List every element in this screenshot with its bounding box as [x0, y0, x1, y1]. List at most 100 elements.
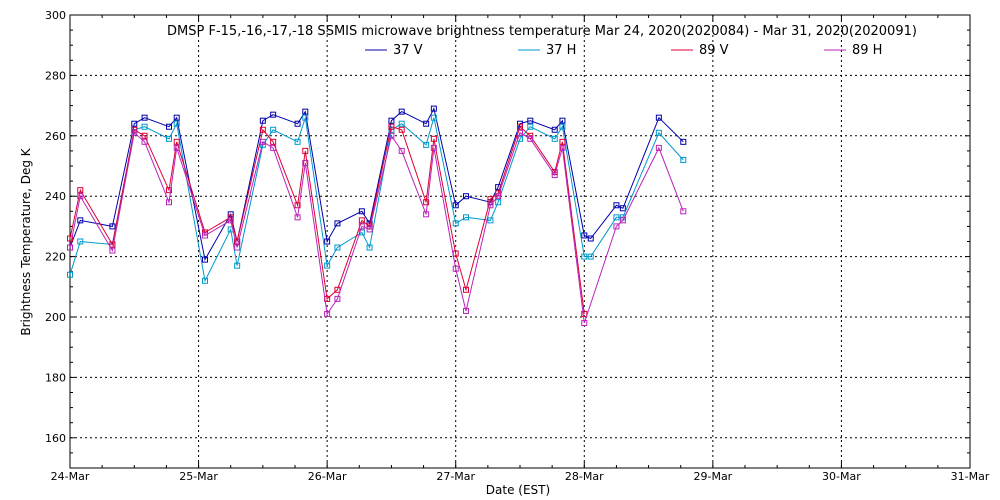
data-point-37-v	[388, 117, 395, 124]
data-point-89-h	[173, 144, 180, 151]
data-point-37-h	[166, 135, 172, 142]
data-point-37-v	[430, 105, 437, 112]
x-tick-label: 24-Mar	[51, 470, 90, 483]
data-point-89-h	[67, 244, 73, 251]
data-point-89-h	[259, 138, 266, 145]
data-point-37-h	[680, 156, 687, 163]
data-point-89-h	[423, 211, 430, 218]
data-point-37-v	[495, 184, 502, 191]
data-point-37-h	[77, 238, 84, 245]
data-point-89-h	[430, 144, 437, 151]
data-point-37-h	[423, 141, 430, 148]
data-point-89-v	[173, 138, 180, 145]
data-point-89-h	[141, 138, 148, 145]
data-point-89-h	[495, 193, 502, 200]
x-tick-labels: 24-Mar 25-Mar 26-Mar 27-Mar 28-Mar 29-Mar 30-M…	[51, 470, 990, 483]
data-point-89-v	[487, 196, 494, 203]
data-point-89-v	[141, 132, 148, 139]
y-tick-label: 220	[45, 251, 66, 264]
data-point-89-v	[259, 126, 266, 133]
x-tick-label: 27-Mar	[436, 470, 475, 483]
data-point-89-h	[324, 310, 331, 317]
data-point-37-h	[234, 262, 241, 269]
data-point-37-h	[366, 244, 373, 251]
data-point-89-v	[67, 235, 73, 242]
axis-ticks	[69, 14, 971, 469]
data-point-37-v	[423, 120, 430, 127]
data-point-89-h	[302, 159, 309, 166]
data-point-37-h	[270, 126, 277, 133]
data-point-89-h	[77, 193, 84, 200]
data-point-37-h	[527, 123, 534, 130]
data-point-89-h	[680, 208, 687, 215]
y-tick-label: 280	[45, 69, 66, 82]
data-point-37-v	[109, 223, 116, 230]
data-point-37-v	[581, 232, 588, 239]
y-tick-label: 240	[45, 190, 66, 203]
x-tick-label: 31-Mar	[951, 470, 990, 483]
x-tick-label: 29-Mar	[693, 470, 732, 483]
data-point-89-h	[334, 295, 341, 302]
data-point-37-h	[334, 244, 341, 251]
data-point-37-v	[77, 217, 84, 224]
data-point-37-v	[587, 235, 594, 242]
data-point-37-h	[587, 253, 594, 260]
x-tick-label: 30-Mar	[822, 470, 861, 483]
legend-label-89-h: 89 H	[852, 43, 882, 58]
data-point-89-h	[366, 226, 373, 233]
y-tick-label: 260	[45, 130, 66, 143]
data-point-37-h	[559, 123, 566, 130]
data-point-37-v	[131, 120, 138, 127]
data-point-37-h	[173, 120, 180, 127]
data-point-89-v	[166, 187, 172, 194]
legend: 37 V 37 H 89 V 89 H	[365, 43, 882, 58]
data-point-37-h	[452, 220, 459, 227]
legend-label-37-h: 37 H	[546, 43, 576, 58]
data-point-37-h	[67, 271, 73, 278]
legend-label-37-v: 37 V	[393, 43, 423, 58]
data-point-37-v	[398, 108, 405, 115]
x-tick-label: 28-Mar	[565, 470, 604, 483]
data-point-37-h	[324, 262, 331, 269]
data-point-89-v	[517, 123, 523, 130]
data-point-89-h	[270, 144, 277, 151]
series-89-h	[67, 129, 687, 327]
series-line-89-h	[69, 131, 684, 324]
data-point-37-v	[259, 117, 266, 124]
y-tick-labels: 160 180 200 220 240 260 280 300	[45, 9, 66, 445]
data-point-89-h	[559, 144, 566, 151]
data-point-89-h	[227, 217, 234, 224]
data-point-37-v	[270, 111, 277, 118]
data-point-89-h	[202, 232, 208, 239]
y-tick-label: 200	[45, 311, 66, 324]
data-point-89-h	[619, 217, 626, 224]
data-point-37-v	[358, 208, 365, 215]
data-point-37-h	[202, 277, 208, 284]
data-point-37-v	[463, 193, 469, 200]
data-point-89-v	[77, 187, 84, 194]
data-point-37-h	[463, 214, 469, 221]
x-tick-label: 25-Mar	[179, 470, 218, 483]
data-point-37-h	[495, 199, 502, 206]
data-point-89-v	[559, 138, 566, 145]
data-point-89-h	[551, 172, 558, 179]
data-point-37-h	[581, 253, 588, 260]
data-point-37-v	[141, 114, 148, 121]
data-point-89-h	[613, 223, 620, 230]
data-point-37-h	[487, 217, 494, 224]
chart-title: DMSP F-15,-16,-17,-18 SSMIS microwave br…	[167, 24, 917, 39]
series-line-37-v	[69, 107, 684, 262]
data-point-89-h	[294, 214, 301, 221]
series-37-v	[67, 105, 687, 263]
data-point-89-h	[358, 223, 365, 230]
data-point-89-h	[388, 132, 395, 139]
data-point-37-h	[655, 129, 662, 136]
data-point-89-h	[581, 320, 588, 327]
data-point-37-v	[551, 126, 558, 133]
data-point-89-h	[109, 247, 116, 254]
plot-frame	[69, 14, 971, 469]
data-point-89-h	[234, 244, 241, 251]
data-point-89-v	[302, 147, 309, 154]
data-point-37-v	[302, 108, 309, 115]
